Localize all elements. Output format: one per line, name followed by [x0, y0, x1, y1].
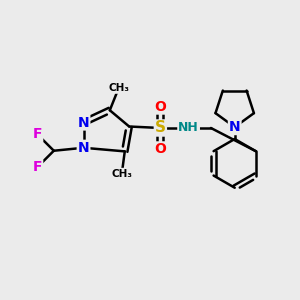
Text: CH₃: CH₃	[111, 169, 132, 179]
Text: O: O	[154, 100, 166, 114]
Text: F: F	[33, 160, 42, 174]
Text: F: F	[33, 128, 42, 141]
Text: NH: NH	[178, 122, 199, 134]
Text: N: N	[78, 116, 89, 130]
Text: S: S	[155, 121, 166, 136]
Text: N: N	[78, 141, 89, 155]
Text: O: O	[154, 142, 166, 156]
Text: N: N	[229, 120, 241, 134]
Text: CH₃: CH₃	[108, 83, 129, 93]
